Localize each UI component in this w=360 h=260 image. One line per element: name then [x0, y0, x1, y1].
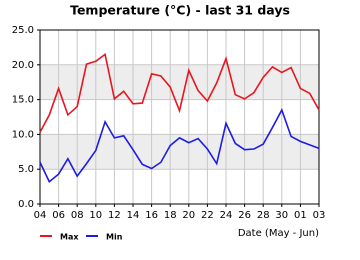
x-tick-label: 24: [220, 210, 233, 221]
y-tick-label: 25.0: [12, 25, 34, 36]
y-tick-label: 5.0: [18, 164, 34, 175]
y-tick-label: 20.0: [12, 60, 34, 71]
x-axis-label: Date (May - Jun): [238, 228, 319, 239]
x-tick-label: 03: [313, 210, 326, 221]
band: [40, 64, 319, 100]
x-tick-label: 08: [71, 210, 84, 221]
x-tick-label: 04: [34, 210, 47, 221]
x-tick-label: 06: [52, 210, 65, 221]
x-tick-label: 28: [257, 210, 270, 221]
x-tick-label: 18: [164, 210, 177, 221]
series-line: [39, 108, 320, 183]
x-tick-label: 01: [294, 210, 307, 221]
x-tick-label: 16: [145, 210, 158, 221]
x-tick-label: 14: [127, 210, 140, 221]
y-tick-label: 10.0: [12, 129, 34, 140]
y-tick-label: 15.0: [12, 95, 34, 106]
x-tick-label: 26: [238, 210, 251, 221]
series-line: [39, 52, 320, 133]
y-tick-label: 0.0: [18, 199, 34, 210]
x-tick-label: 10: [89, 210, 102, 221]
x-tick-label: 22: [201, 210, 214, 221]
band: [40, 134, 319, 170]
legend-label: Min: [106, 233, 123, 242]
x-tick-label: 20: [182, 210, 195, 221]
legend-label: Max: [60, 233, 79, 242]
x-tick-label: 30: [275, 210, 288, 221]
chart-title: Temperature (°C) - last 31 days: [70, 3, 290, 18]
plot-frame: [39, 29, 320, 205]
x-tick-label: 12: [108, 210, 121, 221]
